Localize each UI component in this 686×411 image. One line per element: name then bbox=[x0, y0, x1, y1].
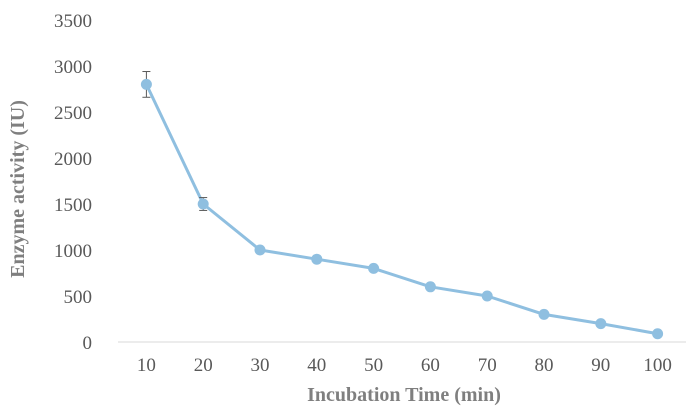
data-point bbox=[254, 244, 266, 256]
y-tick-label: 0 bbox=[83, 333, 93, 354]
data-point bbox=[424, 281, 436, 293]
x-tick-label: 30 bbox=[251, 355, 270, 376]
series-line bbox=[144, 82, 660, 336]
data-point bbox=[140, 78, 152, 90]
x-tick-label: 80 bbox=[535, 355, 554, 376]
data-point bbox=[652, 328, 664, 340]
data-point bbox=[197, 198, 209, 210]
x-axis-ticks: 10 20 30 40 50 60 70 80 90 100 bbox=[137, 355, 672, 376]
y-tick-label: 1500 bbox=[54, 195, 92, 216]
y-axis-title: Enzyme activity (IU) bbox=[7, 100, 29, 278]
x-tick-label: 90 bbox=[591, 355, 610, 376]
x-tick-label: 70 bbox=[478, 355, 497, 376]
y-tick-label: 2500 bbox=[54, 103, 92, 124]
y-tick-label: 500 bbox=[64, 287, 93, 308]
x-tick-label: 60 bbox=[421, 355, 440, 376]
y-axis-ticks: 0 500 1000 1500 2000 2500 3000 3500 bbox=[54, 11, 92, 354]
data-point bbox=[538, 308, 550, 320]
y-tick-label: 1000 bbox=[54, 241, 92, 262]
data-point bbox=[481, 290, 493, 302]
x-tick-label: 10 bbox=[137, 355, 156, 376]
data-point bbox=[368, 262, 380, 274]
x-tick-label: 40 bbox=[307, 355, 326, 376]
x-tick-label: 100 bbox=[643, 355, 672, 376]
data-point bbox=[595, 318, 607, 330]
x-tick-label: 50 bbox=[364, 355, 383, 376]
y-tick-label: 3500 bbox=[54, 11, 92, 32]
x-axis-title: Incubation Time (min) bbox=[307, 384, 501, 406]
x-tick-label: 20 bbox=[194, 355, 213, 376]
y-tick-label: 2000 bbox=[54, 149, 92, 170]
y-tick-label: 3000 bbox=[54, 57, 92, 78]
series-layer bbox=[140, 71, 664, 340]
data-point bbox=[311, 253, 323, 265]
